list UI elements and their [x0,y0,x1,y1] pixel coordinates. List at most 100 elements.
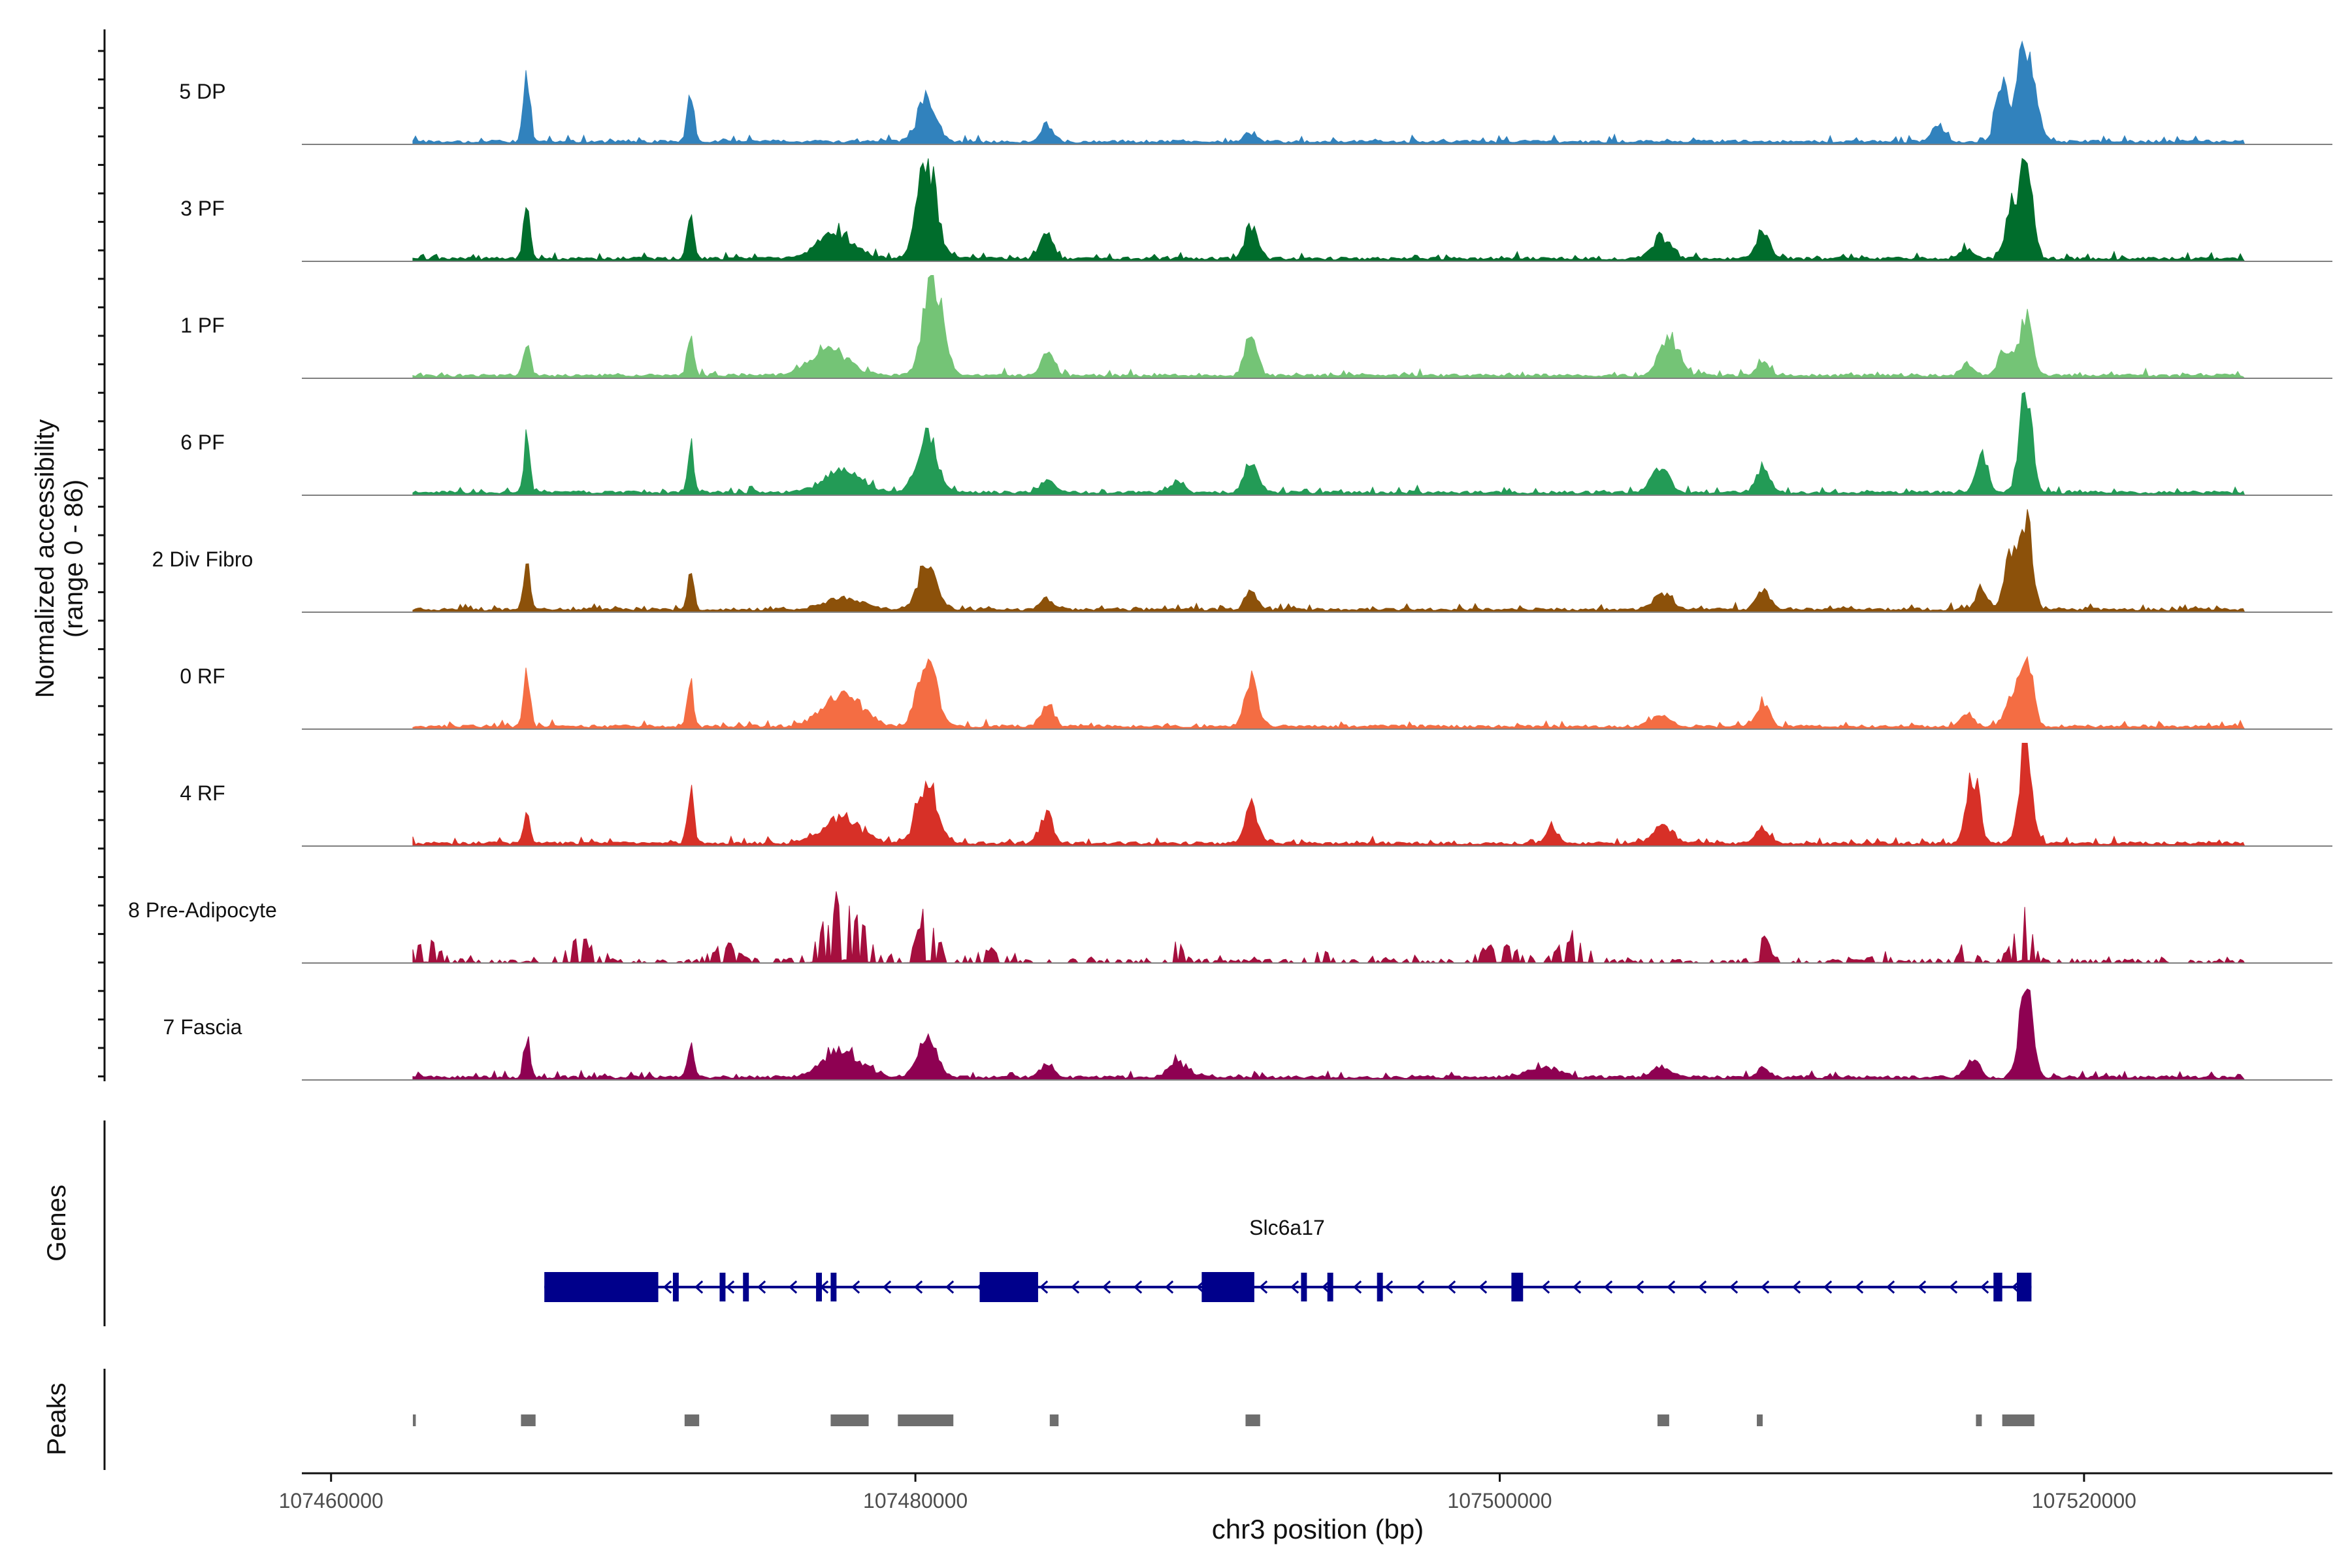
strand-arrow [1917,1280,1927,1294]
track-label: 1 PF [180,314,225,337]
strand-arrow [1102,1280,1111,1294]
strand-arrow [1164,1280,1174,1294]
strand-arrow [1258,1280,1268,1294]
track-7: 8 Pre-Adipocyte [128,891,2332,964]
track-3: 6 PF [180,391,2332,496]
coverage-area [412,40,2246,145]
strand-arrow [725,1280,735,1294]
strand-arrow [851,1280,860,1294]
coverage-area [412,988,2246,1081]
peaks-panel-label: Peaks [42,1382,71,1455]
strand-arrow [1886,1280,1895,1294]
gene-exon [743,1273,749,1301]
track-8: 7 Fascia [163,988,2332,1081]
strand-arrow [1823,1280,1833,1294]
genes-panel-label: Genes [42,1184,71,1262]
track-label: 0 RF [180,664,225,688]
strand-arrow [1854,1280,1864,1294]
strand-arrow [1791,1280,1801,1294]
peak-region [521,1414,536,1426]
strand-arrow [1039,1280,1049,1294]
strand-arrow [945,1280,955,1294]
x-axis-label: chr3 position (bp) [1212,1514,1424,1544]
strand-arrow [1384,1280,1394,1294]
x-tick-label: 107500000 [1447,1489,1552,1512]
strand-arrow [1666,1280,1676,1294]
strand-arrow [1290,1280,1299,1294]
peak-region [1976,1414,1982,1426]
gene-exon [1327,1273,1333,1301]
strand-arrow [1446,1280,1456,1294]
strand-arrow [1541,1280,1550,1294]
track-1: 3 PF [180,157,2332,262]
strand-arrow [1697,1280,1707,1294]
gene-exon [816,1273,823,1301]
track-label: 3 PF [180,197,225,220]
strand-arrow [662,1280,672,1294]
gene-exon [1377,1273,1383,1301]
track-2: 1 PF [180,275,2332,379]
peak-region [1245,1414,1260,1426]
track-label: 7 Fascia [163,1015,242,1039]
peak-region [1049,1414,1059,1426]
track-label: 8 Pre-Adipocyte [128,898,277,922]
gene-exon [1201,1272,1254,1302]
strand-arrow [882,1280,892,1294]
strand-arrow [913,1280,923,1294]
gene-exon [672,1273,679,1301]
strand-arrow [1070,1280,1080,1294]
peak-region [830,1414,869,1426]
strand-arrow [1603,1280,1613,1294]
coverage-area [412,275,2246,379]
track-label: 4 RF [180,781,225,805]
strand-arrow [1572,1280,1582,1294]
strand-arrow [788,1280,798,1294]
track-label: 5 DP [179,80,225,103]
track-5: 0 RF [180,655,2332,730]
track-6: 4 RF [180,743,2332,847]
peak-region [412,1414,416,1426]
coverage-area [412,743,2246,847]
strand-arrow [1352,1280,1362,1294]
coverage-area [412,655,2246,730]
peak-region [2002,1414,2034,1426]
strand-arrow [1133,1280,1143,1294]
coverage-area [412,509,2246,613]
gene-name-label: Slc6a17 [1249,1216,1325,1239]
gene-exon [719,1273,726,1301]
strand-arrow [1729,1280,1739,1294]
strand-arrow [1478,1280,1488,1294]
peak-region [684,1414,700,1426]
x-tick-label: 107460000 [279,1489,384,1512]
coverage-y-ticks [98,50,105,1078]
coverage-area [412,891,2246,964]
track-label: 6 PF [180,431,225,454]
y-axis-label-line1: Normalized accessibility [31,419,59,698]
track-label: 2 Div Fibro [152,547,253,571]
gene-exon [2017,1273,2032,1301]
coverage-area [412,157,2246,262]
gene-exon [1301,1273,1307,1301]
strand-arrow [694,1280,704,1294]
coverage-tracks: 5 DP 3 PF 1 PF 6 PF 2 Div Fibro 0 RF 4 RF 8 Pre… [128,40,2332,1081]
gene-exon [830,1273,837,1301]
x-tick-label: 107480000 [863,1489,968,1512]
strand-arrow [1980,1280,1989,1294]
coverage-area [412,391,2246,496]
gene-exon [1511,1273,1524,1301]
gene-exon [1993,1273,2002,1301]
strand-arrow [757,1280,766,1294]
peak-region [1757,1414,1763,1426]
gene-exon [979,1272,1038,1302]
strand-arrow [1948,1280,1958,1294]
y-axis-label-line2: (range 0 - 86) [59,480,88,638]
x-axis-ticks: 107460000 107480000 107500000 107520000 [279,1473,2136,1512]
x-tick-label: 107520000 [2032,1489,2136,1512]
strand-arrow [1415,1280,1425,1294]
gene-exon [544,1272,659,1302]
track-4: 2 Div Fibro [152,509,2332,613]
track-0: 5 DP [179,40,2332,145]
gene-model [544,1272,2032,1302]
